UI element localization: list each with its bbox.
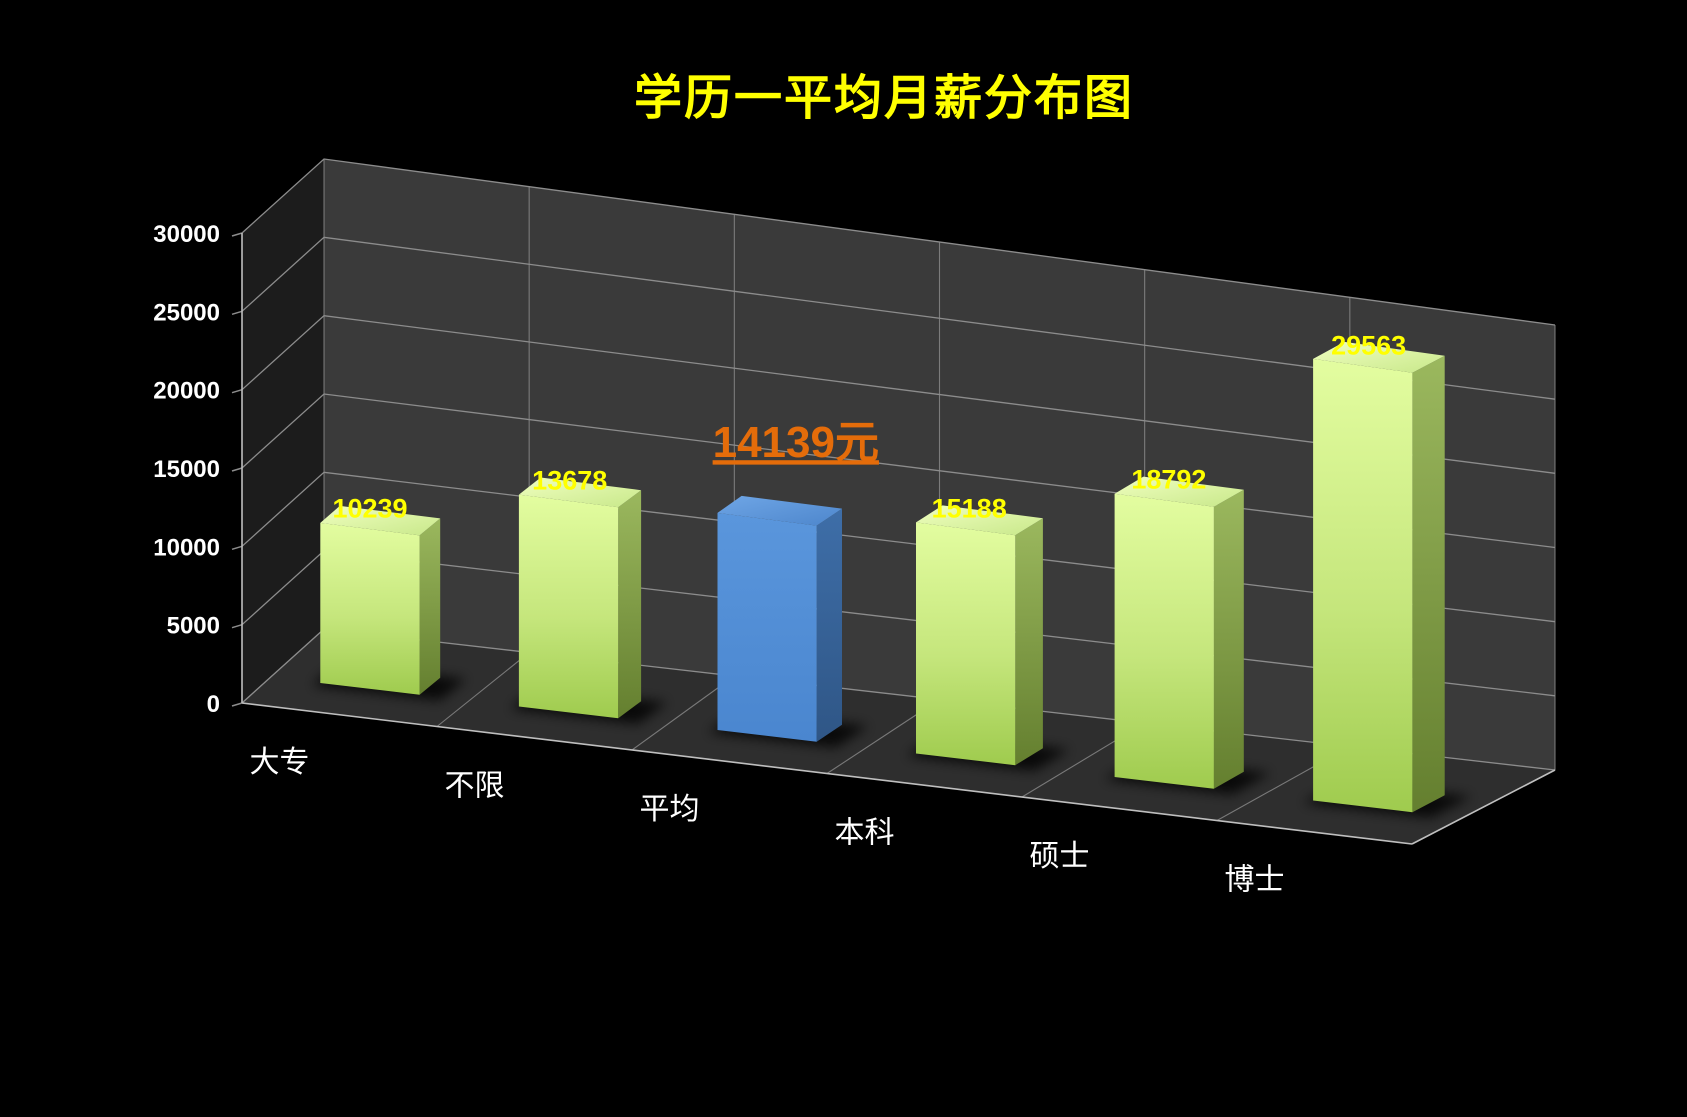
data-label: 10239 — [332, 494, 407, 524]
bars — [312, 341, 1472, 818]
data-label: 15188 — [932, 493, 1007, 523]
y-tick-mark — [231, 388, 243, 394]
y-tick-label: 25000 — [153, 299, 220, 326]
y-tick-mark — [231, 467, 243, 472]
bar-side-face — [1213, 489, 1244, 789]
bar-side-face — [618, 490, 642, 719]
bar-front-face — [320, 522, 420, 695]
bar — [312, 505, 467, 701]
chart-title: 学历一平均月薪分布图 — [633, 70, 1134, 126]
bar-front-face — [1313, 358, 1413, 813]
x-tick-label: 本科 — [835, 815, 895, 850]
y-tick-label: 30000 — [153, 221, 220, 248]
data-label: 13678 — [532, 465, 607, 495]
bar-side-face — [816, 508, 842, 742]
bar — [1104, 476, 1271, 795]
y-tick-label: 10000 — [153, 534, 220, 561]
x-tick-label: 硕士 — [1030, 839, 1090, 874]
bar-front-face — [518, 494, 619, 719]
bar-top-face — [916, 505, 1043, 536]
y-axis-ticks: 0 5000 10000 15000 20000 25000 30000 — [153, 221, 220, 718]
x-axis-line — [241, 702, 1413, 845]
bar-top-face — [1313, 341, 1445, 373]
y-tick-label: 15000 — [153, 456, 220, 483]
data-label: 29563 — [1331, 330, 1406, 360]
bar-front-face — [916, 522, 1016, 766]
x-tick-label: 平均 — [640, 792, 700, 827]
bar — [1303, 341, 1472, 818]
bar-side-face — [419, 518, 441, 695]
y-tick-mark — [231, 623, 243, 629]
y-tick-mark — [231, 310, 243, 316]
floor-divider — [241, 628, 325, 704]
y-tick-label: 20000 — [153, 378, 220, 405]
x-tick-label: 博士 — [1225, 862, 1285, 897]
bar-top-face — [717, 495, 842, 526]
data-labels: 10239 13678 14139元 15188 18792 29563 — [332, 330, 1406, 523]
y-tick-label: 0 — [207, 691, 220, 718]
y-tick-label: 5000 — [167, 613, 220, 640]
bar-top-face — [320, 505, 441, 536]
bar-top-face — [1114, 476, 1244, 507]
floor-divider — [436, 652, 530, 727]
x-tick-label: 大专 — [250, 745, 310, 780]
bar-side-face — [1412, 355, 1445, 813]
y-tick-mark — [231, 545, 243, 551]
x-tick-label: 不限 — [445, 768, 505, 803]
bar-front-face — [1114, 493, 1214, 789]
floor-right-edge — [1411, 769, 1556, 845]
bar-side-face — [1015, 518, 1043, 766]
bar-highlight — [708, 495, 869, 748]
bar — [510, 477, 668, 724]
bar — [906, 505, 1070, 771]
y-tick-mark — [231, 702, 243, 707]
bar-top-face — [518, 477, 642, 508]
data-label: 18792 — [1131, 465, 1206, 495]
bar-front-face — [717, 512, 817, 742]
y-tick-mark — [231, 232, 243, 237]
floor-divider — [631, 675, 735, 751]
average-data-label: 14139元 — [713, 418, 879, 467]
